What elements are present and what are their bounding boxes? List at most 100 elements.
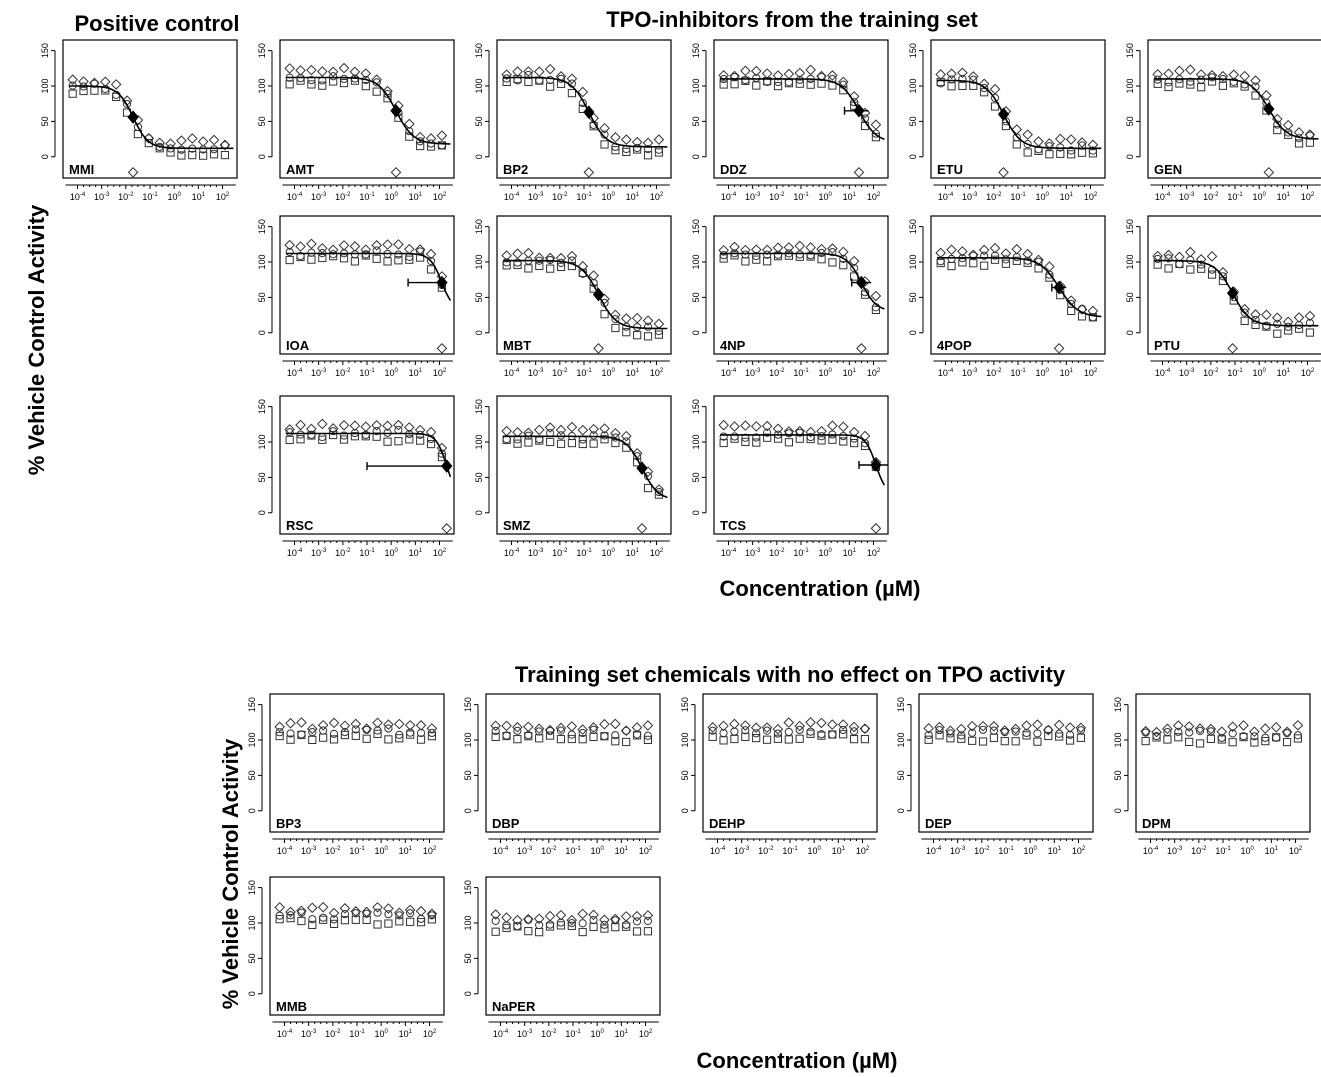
- data-point: [99, 76, 111, 88]
- data-point: [1217, 733, 1226, 742]
- x-tick-label: 10-1: [359, 368, 375, 378]
- y-tick-label: 50: [691, 292, 701, 302]
- data-point: [1207, 270, 1217, 279]
- x-tick-label: 10-3: [517, 1029, 533, 1039]
- x-axis-label-top: Concentration (µM): [720, 576, 921, 601]
- data-point: [523, 247, 534, 259]
- data-point: [362, 725, 371, 734]
- y-tick-label: 150: [908, 43, 918, 58]
- data-point: [296, 717, 307, 728]
- data-point: [1240, 308, 1249, 317]
- data-point: [383, 719, 394, 730]
- data-point: [533, 913, 545, 925]
- x-tick-label: 10-3: [950, 846, 966, 856]
- data-point: [1055, 732, 1064, 741]
- data-point: [794, 720, 805, 732]
- data-point: [1282, 737, 1292, 747]
- data-point: [339, 435, 349, 444]
- data-point: [718, 720, 729, 732]
- data-point: [1065, 730, 1075, 739]
- data-point: [1021, 720, 1032, 731]
- data-point: [1067, 150, 1076, 159]
- data-point: [533, 723, 545, 735]
- data-point: [177, 145, 186, 154]
- data-point: [750, 421, 762, 432]
- data-point: [946, 68, 957, 80]
- data-point: [491, 732, 500, 742]
- data-point: [1141, 736, 1150, 746]
- ac50-position-marker: [593, 343, 604, 354]
- panel-smz: 0 50 100 150 10-4 10-3 10-2 10-1 100 101 102 SMZ: [474, 395, 672, 558]
- y-tick-label: 0: [257, 330, 267, 335]
- data-point: [524, 915, 533, 924]
- data-point: [416, 253, 425, 262]
- data-point: [384, 910, 393, 919]
- data-point: [513, 922, 522, 931]
- data-point: [839, 431, 848, 441]
- data-point: [1249, 726, 1260, 738]
- data-point: [1218, 272, 1228, 281]
- data-point: [827, 70, 838, 81]
- data-point: [1033, 737, 1042, 746]
- data-point: [1273, 120, 1282, 129]
- ac50-marker: [636, 461, 648, 475]
- data-point: [296, 435, 305, 444]
- x-tick-label: 10-4: [1143, 846, 1159, 856]
- panel-label: BP3: [276, 816, 301, 831]
- y-tick-label: 150: [691, 219, 701, 234]
- data-point: [1141, 728, 1150, 737]
- data-point: [816, 425, 827, 437]
- data-point: [783, 242, 795, 253]
- data-point: [545, 922, 555, 931]
- x-tick-label: 10-4: [1155, 368, 1171, 378]
- data-point: [295, 241, 306, 252]
- data-point: [600, 435, 609, 444]
- data-point: [837, 719, 849, 730]
- data-point: [1010, 723, 1021, 735]
- y-tick-label: 50: [40, 116, 50, 126]
- x-tick-label: 102: [423, 1029, 437, 1039]
- data-point: [729, 421, 740, 432]
- x-tick-label: 10-2: [769, 548, 785, 558]
- data-point: [1174, 727, 1183, 736]
- data-point: [1250, 75, 1261, 86]
- x-tick-label: 10-3: [962, 368, 978, 378]
- x-tick-label: 100: [590, 846, 604, 856]
- y-tick-label: 150: [474, 219, 484, 234]
- data-point: [414, 131, 426, 143]
- data-point: [935, 69, 946, 80]
- data-point: [394, 256, 403, 265]
- data-point: [349, 66, 361, 78]
- data-point: [870, 119, 882, 131]
- x-tick-label: 10-4: [504, 192, 520, 202]
- data-point: [999, 725, 1011, 736]
- y-tick-label: 0: [908, 330, 918, 335]
- data-point: [318, 432, 327, 442]
- x-tick-label: 102: [856, 846, 870, 856]
- x-tick-label: 10-3: [528, 548, 544, 558]
- y-tick-label: 150: [691, 399, 701, 414]
- data-point: [946, 729, 955, 738]
- data-point: [708, 732, 717, 741]
- data-point: [806, 729, 815, 738]
- ac50-position-marker: [390, 167, 402, 178]
- ac50-position-marker: [583, 167, 595, 178]
- data-point: [860, 724, 870, 733]
- data-point: [350, 76, 360, 85]
- data-point: [957, 246, 968, 257]
- x-tick-label: 100: [818, 548, 832, 558]
- data-point: [1282, 119, 1294, 131]
- data-point: [1272, 733, 1281, 742]
- data-point: [990, 93, 1000, 103]
- data-point: [329, 72, 338, 81]
- data-point: [1305, 328, 1315, 337]
- data-point: [600, 732, 609, 741]
- data-point: [1183, 721, 1195, 732]
- data-point: [1023, 148, 1032, 157]
- panel-naper: 0 50 100 150 10-4 10-3 10-2 10-1 100 101 102 NaPER: [463, 876, 661, 1039]
- x-tick-label: 101: [626, 368, 640, 378]
- data-point: [577, 86, 589, 98]
- x-tick-label: 102: [433, 548, 447, 558]
- data-point: [620, 430, 632, 442]
- data-point: [795, 428, 804, 437]
